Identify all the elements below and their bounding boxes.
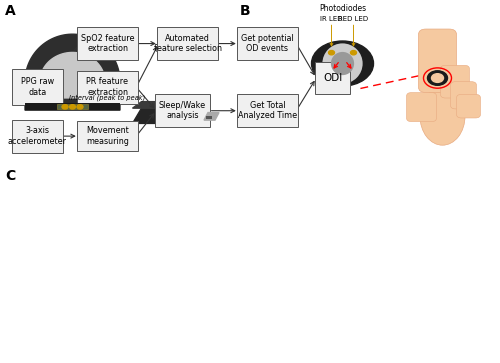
- Circle shape: [432, 74, 444, 82]
- Polygon shape: [204, 113, 219, 120]
- Text: Sleep/Wake
analysis: Sleep/Wake analysis: [159, 101, 206, 121]
- FancyBboxPatch shape: [440, 65, 470, 98]
- Text: 3-axis
accelerometer: 3-axis accelerometer: [8, 126, 67, 146]
- Circle shape: [77, 105, 83, 109]
- FancyBboxPatch shape: [456, 94, 480, 118]
- Text: RED LED: RED LED: [338, 16, 368, 22]
- FancyBboxPatch shape: [155, 94, 210, 127]
- Text: ODI: ODI: [323, 73, 342, 83]
- Circle shape: [328, 50, 334, 55]
- Ellipse shape: [322, 43, 362, 84]
- Ellipse shape: [331, 52, 354, 75]
- FancyBboxPatch shape: [77, 27, 138, 60]
- Text: Get potential
OD events: Get potential OD events: [241, 34, 294, 53]
- Text: Interval (peak to peak): Interval (peak to peak): [70, 94, 146, 101]
- Circle shape: [350, 50, 356, 55]
- Text: SpO2 feature
extraction: SpO2 feature extraction: [81, 34, 134, 53]
- FancyBboxPatch shape: [315, 62, 350, 94]
- Polygon shape: [132, 108, 184, 123]
- Circle shape: [62, 105, 68, 109]
- Text: C: C: [5, 169, 15, 183]
- Polygon shape: [132, 102, 184, 108]
- Circle shape: [428, 71, 448, 85]
- Text: PR feature
extraction: PR feature extraction: [86, 77, 128, 97]
- FancyBboxPatch shape: [77, 70, 138, 104]
- Bar: [25, 103, 120, 110]
- FancyBboxPatch shape: [450, 82, 476, 109]
- FancyBboxPatch shape: [418, 29, 457, 93]
- FancyBboxPatch shape: [238, 94, 298, 127]
- Bar: [206, 116, 212, 119]
- Ellipse shape: [420, 87, 465, 145]
- Polygon shape: [184, 111, 210, 121]
- Circle shape: [70, 105, 75, 109]
- Text: B: B: [240, 4, 250, 18]
- Polygon shape: [40, 52, 105, 98]
- Bar: [58, 105, 88, 109]
- Text: Photodiodes: Photodiodes: [319, 4, 366, 13]
- Polygon shape: [25, 34, 120, 110]
- FancyBboxPatch shape: [12, 120, 63, 152]
- FancyBboxPatch shape: [77, 121, 138, 151]
- FancyBboxPatch shape: [238, 27, 298, 60]
- Text: IR LED: IR LED: [320, 16, 343, 22]
- Text: A: A: [5, 4, 16, 18]
- Text: PPG raw
data: PPG raw data: [21, 77, 54, 97]
- Text: Movement
measuring: Movement measuring: [86, 126, 129, 146]
- Text: Automated
feature selection: Automated feature selection: [154, 34, 222, 53]
- Text: Get Total
Analyzed Time: Get Total Analyzed Time: [238, 101, 297, 121]
- Circle shape: [312, 41, 374, 86]
- Polygon shape: [175, 102, 184, 123]
- FancyBboxPatch shape: [406, 93, 436, 122]
- FancyBboxPatch shape: [12, 69, 63, 105]
- FancyBboxPatch shape: [157, 27, 218, 60]
